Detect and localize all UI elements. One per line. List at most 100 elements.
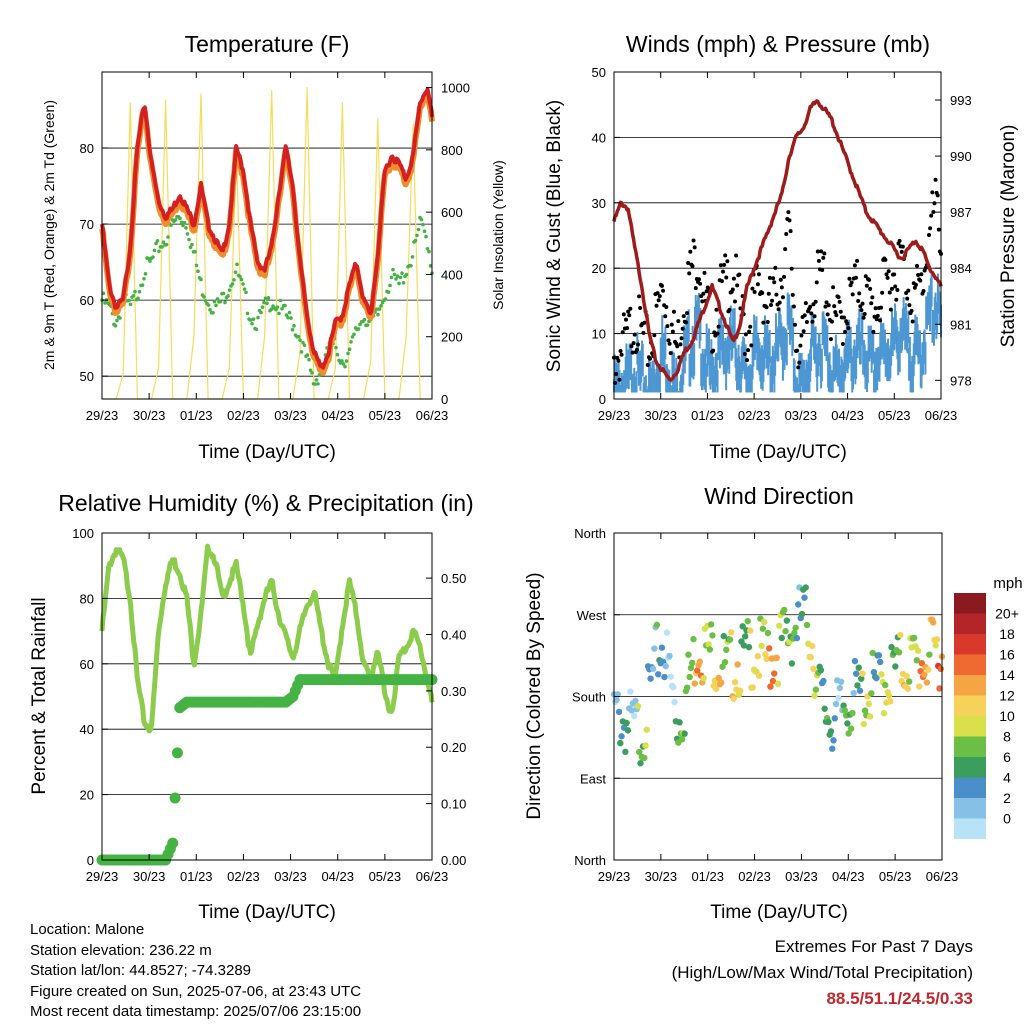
gust-point — [616, 358, 621, 363]
gust-point — [761, 320, 766, 325]
x-tick-label: 01/23 — [691, 408, 724, 423]
gust-point — [679, 336, 684, 341]
gust-point — [836, 295, 841, 300]
gust-point — [930, 190, 935, 195]
dewpoint-point — [263, 296, 268, 300]
gust-point — [631, 341, 636, 346]
legend-label: 2 — [1003, 790, 1011, 806]
direction-point — [666, 652, 673, 660]
direction-point — [745, 643, 753, 651]
gust-point — [856, 298, 861, 303]
x-tick-label: 05/23 — [879, 869, 912, 884]
gust-point — [899, 249, 904, 254]
x-tick-label: 02/23 — [738, 408, 771, 423]
x-tick-label: 02/23 — [227, 408, 260, 423]
gust-point — [642, 320, 647, 325]
direction-point — [754, 653, 762, 660]
y-tick-label: 30 — [592, 196, 606, 211]
dewpoint-point — [392, 272, 397, 277]
direction-point — [755, 672, 763, 679]
dewpoint-point — [157, 249, 161, 254]
gust-point — [715, 331, 720, 336]
legend-swatch — [954, 695, 986, 716]
dewpoint-point — [152, 248, 157, 253]
dewpoint-point — [397, 281, 401, 286]
gust-point — [772, 280, 777, 285]
direction-point — [929, 619, 937, 626]
gust-point — [813, 299, 818, 304]
x-tick-label: 03/23 — [785, 408, 818, 423]
station-location: Location: Malone — [30, 921, 145, 938]
direction-point — [778, 634, 785, 642]
direction-point — [643, 726, 650, 733]
y-tick-right-label: 0.30 — [441, 684, 466, 699]
winds-ylabel-right: Station Pressure (Maroon) — [998, 125, 1019, 348]
dewpoint-point — [265, 301, 269, 306]
legend-swatch — [954, 777, 986, 798]
direction-point — [926, 651, 933, 658]
dewpoint-point — [275, 305, 280, 309]
direction-point — [914, 647, 922, 654]
y-tick-label: 40 — [80, 722, 94, 737]
direction-point — [670, 683, 677, 691]
extremes-title: Extremes For Past 7 Days — [774, 937, 973, 956]
y-tick-right-label: 987 — [950, 205, 972, 220]
gust-point — [747, 329, 752, 334]
dewpoint-point — [241, 282, 245, 286]
legend-label: 16 — [999, 647, 1015, 663]
gust-point — [803, 301, 808, 306]
recent-timestamp: Most recent data timestamp: 2025/07/06 2… — [30, 1003, 362, 1020]
direction-point — [831, 715, 838, 722]
precip-point — [171, 747, 183, 759]
direction-point — [851, 657, 859, 665]
gust-point — [734, 253, 739, 258]
dewpoint-point — [286, 315, 290, 320]
gust-point — [874, 317, 879, 322]
direction-point — [694, 667, 701, 674]
direction-point — [854, 682, 861, 689]
gust-point — [873, 306, 878, 311]
dewpoint-point — [238, 274, 242, 279]
y-tick-label: 50 — [80, 369, 94, 384]
gust-point — [790, 292, 795, 297]
gust-point — [687, 271, 692, 276]
gust-point — [859, 308, 864, 313]
direction-point — [628, 707, 635, 714]
y-tick-label: East — [580, 771, 606, 786]
direction-point — [924, 666, 932, 673]
legend-label: 6 — [1003, 749, 1011, 765]
y-tick-right-label: 981 — [950, 317, 972, 332]
direction-xlabel: Time (Day/UTC) — [710, 902, 848, 923]
dewpoint-point — [376, 312, 380, 317]
direction-point — [904, 685, 912, 692]
gust-point — [799, 333, 804, 338]
gust-point — [784, 231, 789, 236]
direction-point — [892, 663, 899, 670]
dewpoint-point — [232, 278, 236, 282]
direction-point — [721, 659, 729, 666]
gust-point — [802, 313, 807, 318]
y-tick-label: 20 — [80, 788, 94, 803]
gust-point — [863, 274, 868, 279]
dewpoint-point — [377, 307, 382, 311]
gust-point — [652, 333, 657, 338]
humidity-right-ticks: 0.00 0.10 0.20 0.30 0.40 0.50 — [426, 571, 466, 868]
dewpoint-point — [127, 298, 131, 303]
gust-point — [810, 319, 815, 324]
gust-point — [883, 257, 888, 262]
y-tick-right-label: 1000 — [441, 81, 470, 96]
x-tick-label: 29/23 — [598, 869, 631, 884]
dewpoint-point — [307, 357, 311, 362]
figure-created: Figure created on Sun, 2025-07-06, at 23… — [30, 982, 362, 1000]
direction-point — [739, 623, 746, 630]
direction-point — [649, 665, 657, 672]
gust-point — [742, 352, 747, 357]
gust-point — [919, 272, 924, 277]
gust-point — [845, 321, 850, 326]
gust-point — [894, 297, 899, 302]
dewpoint-point — [199, 277, 203, 282]
gust-point — [840, 342, 845, 347]
direction-point — [683, 684, 691, 691]
direction-point — [634, 702, 642, 710]
dewpoint-point — [196, 269, 200, 274]
